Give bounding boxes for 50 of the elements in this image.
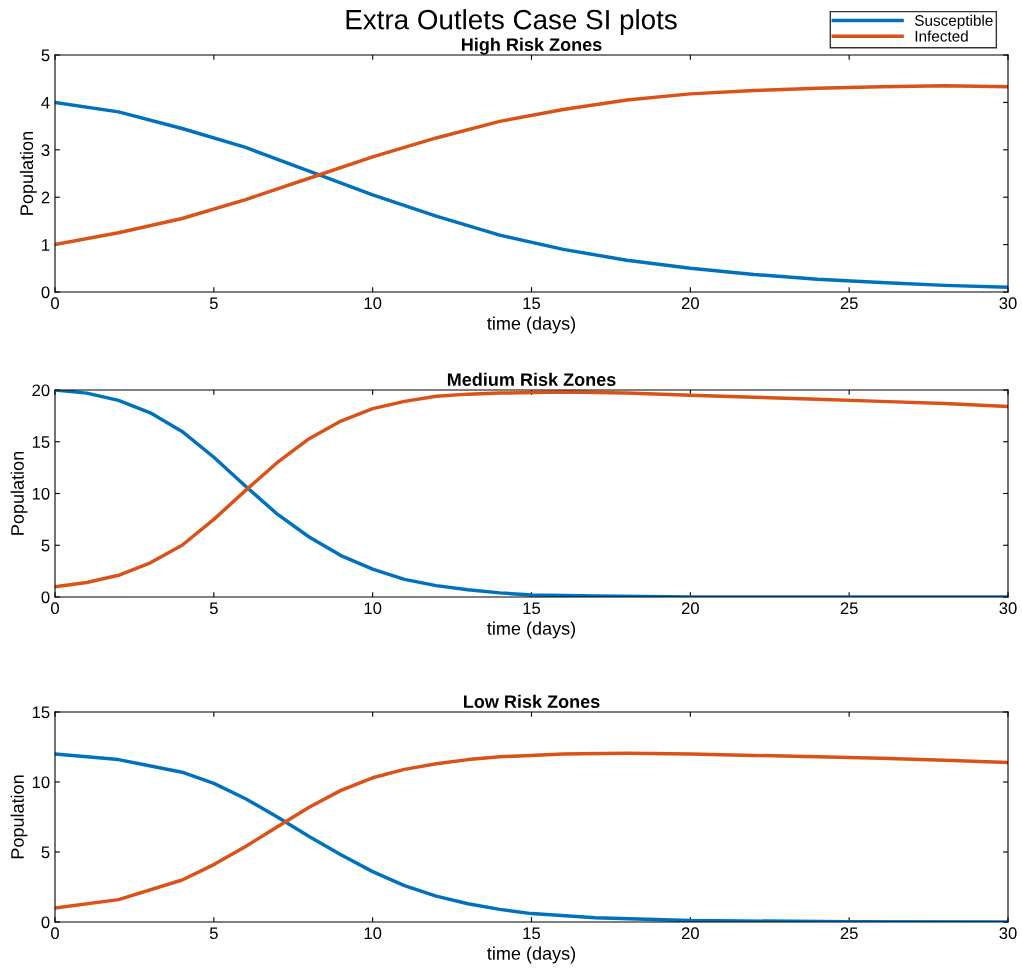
y-tick-label: 0: [41, 591, 50, 604]
y-tick-label: 1: [42, 239, 50, 251]
y-axis-title: Population: [10, 775, 28, 859]
x-tick-label: 5: [209, 927, 218, 940]
x-tick-label: 20: [681, 602, 699, 615]
x-tick-label: 25: [840, 297, 858, 310]
y-tick-label: 5: [41, 539, 50, 552]
line-series: [55, 84, 1008, 247]
y-tick-label: 15: [32, 706, 50, 719]
chart-subtitle: High Risk Zones: [461, 37, 602, 55]
x-tick-label: 25: [840, 602, 858, 615]
x-axis-title: time (days): [487, 621, 576, 639]
chart-title: Extra Outlets Case SI plots: [346, 9, 677, 35]
y-tick-label: 20: [32, 384, 50, 397]
x-axis-title: time (days): [487, 316, 576, 334]
x-tick-label: 15: [523, 927, 541, 940]
x-tick-label: 15: [523, 297, 541, 310]
y-axis-title: Population: [19, 132, 37, 215]
x-axis-title: time (days): [487, 946, 576, 964]
x-tick-label: 20: [681, 297, 699, 310]
x-tick-label: 5: [209, 297, 218, 310]
legend-label: Susceptible: [915, 14, 993, 29]
x-tick-label: 30: [999, 297, 1017, 310]
chart-title: Low Risk Zones: [463, 694, 600, 709]
x-tick-label: 25: [840, 927, 858, 940]
y-tick-label: 3: [41, 144, 50, 156]
y-tick-label: 2: [41, 191, 50, 204]
line-series: [55, 100, 1008, 289]
chart-title: Medium Risk Zones: [447, 372, 616, 387]
legend-label: Infected: [915, 30, 968, 42]
y-axis-title: Population: [10, 452, 28, 535]
y-tick-label: 0: [41, 916, 50, 929]
x-tick-label: 10: [364, 927, 382, 940]
x-tick-label: 20: [681, 927, 699, 940]
x-tick-label: 0: [51, 927, 59, 940]
x-tick-label: 10: [364, 297, 382, 310]
x-tick-label: 0: [51, 602, 59, 615]
x-tick-label: 30: [999, 927, 1017, 940]
y-tick-label: 4: [41, 96, 50, 109]
y-tick-label: 15: [32, 436, 50, 448]
x-tick-label: 30: [999, 602, 1017, 615]
y-tick-label: 10: [32, 776, 50, 789]
y-tick-label: 5: [41, 846, 50, 859]
y-tick-label: 0: [41, 286, 50, 299]
x-tick-label: 5: [209, 602, 218, 615]
x-tick-label: 15: [523, 602, 541, 615]
y-tick-label: 5: [41, 49, 50, 62]
x-tick-label: 0: [51, 297, 59, 310]
y-tick-label: 10: [32, 487, 50, 500]
x-tick-label: 10: [364, 602, 382, 615]
